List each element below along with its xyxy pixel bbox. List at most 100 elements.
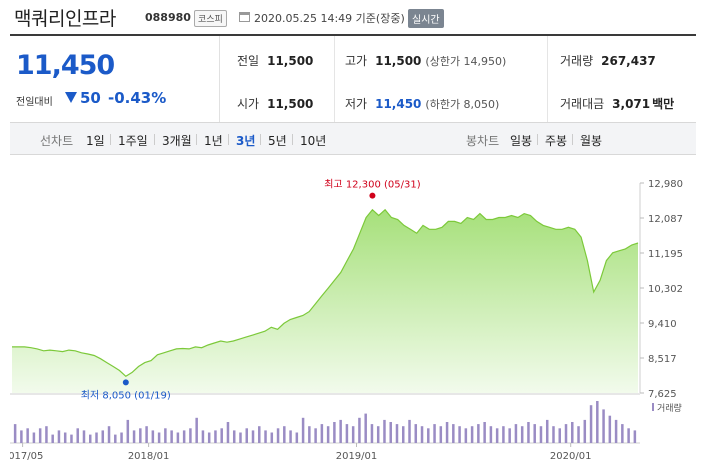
current-price: 11,450 <box>16 50 115 81</box>
diff-value: 50 <box>80 89 101 107</box>
market-badge: 코스피 <box>194 10 227 27</box>
stat-label: 전일 <box>237 54 260 68</box>
volume-bar <box>477 424 480 443</box>
price-panel: 11,450 전일대비 50 -0.43% <box>10 36 220 122</box>
volume-bar <box>270 432 274 443</box>
stat-high: 고가 11,500 (상한가 14,950) <box>345 52 506 69</box>
tab-10y[interactable]: 10년 <box>300 134 327 148</box>
volume-bar <box>520 426 524 443</box>
tab-daily[interactable]: 일봉 <box>510 134 533 148</box>
tab-3m[interactable]: 3개월 <box>162 134 192 148</box>
volume-bar <box>464 428 468 443</box>
volume-bar <box>614 419 618 443</box>
stock-name: 맥쿼리인프라 <box>14 8 116 30</box>
tab-1w[interactable]: 1주일 <box>118 134 148 148</box>
tab-1y[interactable]: 1년 <box>204 134 223 148</box>
volume-bar <box>264 430 267 443</box>
volume-bar <box>389 422 392 443</box>
volume-bar <box>627 428 630 443</box>
tab-3y[interactable]: 3년 <box>236 134 256 148</box>
chart-svg: 12,980 12,087 11,195 10,302 9,410 8,517 7,625 최… <box>2 179 683 462</box>
stat-amount: 거래대금 3,071 백만 <box>560 95 674 112</box>
volume-bar <box>433 424 436 443</box>
volume-bar <box>345 424 349 443</box>
high-annotation: 최고 12,300 (05/31) <box>324 179 420 191</box>
volume-bar <box>70 434 73 443</box>
volume-bar <box>120 432 123 443</box>
tab-weekly[interactable]: 주봉 <box>545 134 568 148</box>
stat-open: 시가 11,500 <box>237 95 313 112</box>
volume-bar <box>539 426 543 443</box>
y-tick-label: 12,980 <box>648 179 683 190</box>
volume-bar <box>489 426 493 443</box>
volume-bar <box>13 424 17 443</box>
stat-volume: 거래량 267,437 <box>560 52 656 69</box>
x-tick-label: 2020/01 <box>550 451 592 462</box>
volume-bar <box>283 426 286 443</box>
stats-divider <box>547 36 548 122</box>
volume-bar <box>207 432 211 443</box>
tab-separator <box>572 134 573 145</box>
diff-rate: -0.43% <box>108 89 167 107</box>
volume-bar <box>552 426 555 443</box>
volume-bar <box>195 417 198 443</box>
candle-chart-label: 봉차트 <box>466 134 500 148</box>
tab-separator <box>196 134 197 145</box>
volume-bar <box>577 426 580 443</box>
volume-bar <box>508 428 511 443</box>
volume-bar <box>564 424 568 443</box>
volume-bar <box>414 424 418 443</box>
stat-label: 저가 <box>345 97 368 111</box>
volume-bar <box>51 434 54 443</box>
price-chart: 12,980 12,087 11,195 10,302 9,410 8,517 7,625 최… <box>2 175 706 465</box>
volume-bar <box>226 422 230 443</box>
volume-bar <box>82 430 86 443</box>
volume-bar <box>189 428 192 443</box>
volume-bar <box>545 419 549 443</box>
volume-bar <box>314 428 317 443</box>
x-tick-label: 2018/01 <box>128 451 170 462</box>
volume-bar <box>132 430 136 443</box>
stat-label: 고가 <box>345 54 368 68</box>
lower-limit: (하한가 8,050) <box>425 98 500 111</box>
volume-bar <box>232 430 236 443</box>
volume-bar <box>76 428 79 443</box>
volume-bar <box>95 432 98 443</box>
volume-bar <box>114 434 117 443</box>
tab-separator <box>260 134 261 145</box>
volume-bar <box>251 430 255 443</box>
volume-bar <box>45 426 48 443</box>
volume-bar <box>351 426 355 443</box>
realtime-button[interactable]: 실시간 <box>408 9 444 28</box>
y-tick-label: 9,410 <box>648 319 677 330</box>
volume-bar <box>596 401 599 443</box>
tab-5y[interactable]: 5년 <box>268 134 287 148</box>
tab-1d[interactable]: 1일 <box>86 134 105 148</box>
tab-monthly[interactable]: 월봉 <box>580 134 603 148</box>
volume-bar <box>621 424 624 443</box>
low-annotation: 최저 8,050 (01/19) <box>81 389 171 401</box>
volume-bar <box>295 432 299 443</box>
volume-bar <box>26 428 29 443</box>
stat-label: 거래량 <box>560 54 594 68</box>
volume-bar <box>101 430 105 443</box>
calendar-icon <box>239 12 250 22</box>
volume-bar <box>32 432 36 443</box>
volume-bar <box>107 426 111 443</box>
stock-code: 088980 <box>145 11 191 24</box>
volume-bar <box>608 415 612 443</box>
volume-legend-swatch <box>652 403 654 411</box>
volume-bar <box>401 426 405 443</box>
volume-bar <box>151 430 155 443</box>
volume-bar <box>245 428 249 443</box>
volume-bar <box>214 430 217 443</box>
timestamp: 2020.05.25 14:49 기준(장중) <box>254 12 405 25</box>
amount-unit: 백만 <box>652 97 675 111</box>
volume-bar <box>239 432 242 443</box>
volume-bar <box>571 422 574 443</box>
stat-label: 시가 <box>237 97 260 111</box>
volume-bar <box>220 428 223 443</box>
volume-bar <box>514 424 518 443</box>
upper-limit: (상한가 14,950) <box>425 55 507 68</box>
y-tick-label: 8,517 <box>648 354 677 365</box>
